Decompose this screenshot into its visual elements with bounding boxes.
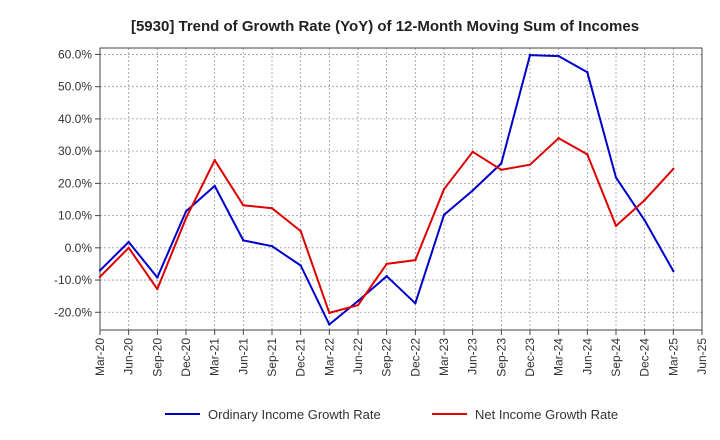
plot-frame bbox=[99, 47, 703, 331]
y-tick-label: 30.0% bbox=[58, 144, 92, 158]
x-tick-label: Jun-22 bbox=[351, 338, 365, 375]
data-point bbox=[242, 239, 245, 242]
x-tick-label: Sep-20 bbox=[150, 338, 164, 377]
y-tick-label: 10.0% bbox=[58, 209, 92, 223]
x-tick-label: Jun-20 bbox=[122, 338, 136, 375]
x-tick-label: Mar-22 bbox=[322, 338, 336, 376]
series-layer bbox=[98, 53, 675, 326]
x-tick-label: Dec-20 bbox=[179, 338, 193, 377]
data-point bbox=[184, 216, 188, 220]
y-tick-label: 20.0% bbox=[58, 176, 92, 190]
data-point bbox=[557, 54, 560, 58]
data-point bbox=[156, 287, 159, 291]
data-point bbox=[500, 162, 503, 165]
x-tick-label: Sep-23 bbox=[494, 338, 508, 377]
data-point bbox=[213, 158, 216, 162]
x-tick-label: Jun-21 bbox=[236, 338, 250, 375]
data-point bbox=[242, 204, 245, 207]
x-tick-label: Mar-25 bbox=[666, 338, 680, 376]
y-tick-label: 0.0% bbox=[65, 241, 93, 255]
data-point bbox=[442, 213, 446, 217]
data-point bbox=[414, 258, 417, 262]
grid-layer bbox=[99, 48, 703, 330]
data-point bbox=[385, 262, 388, 266]
y-tick-label: -10.0% bbox=[54, 273, 92, 287]
x-tick-label: Jun-24 bbox=[580, 338, 594, 375]
data-point bbox=[328, 311, 331, 315]
data-point bbox=[299, 264, 302, 267]
x-tick-label: Jun-25 bbox=[695, 338, 709, 375]
chart-title: [5930] Trend of Growth Rate (YoY) of 12-… bbox=[131, 18, 639, 35]
data-point bbox=[98, 275, 102, 279]
data-point bbox=[156, 276, 159, 279]
y-axis-ticks: 60.0% 50.0% 40.0% 30.0% 20.0% 10.0% 0.0% -10.0%… bbox=[54, 47, 100, 319]
data-point bbox=[528, 53, 532, 57]
data-point bbox=[385, 274, 388, 278]
data-point bbox=[213, 184, 216, 188]
x-tick-label: Dec-22 bbox=[408, 338, 422, 377]
data-point bbox=[614, 224, 618, 228]
data-point bbox=[127, 240, 130, 244]
data-point bbox=[614, 176, 618, 179]
x-tick-label: Dec-21 bbox=[294, 338, 308, 377]
data-point bbox=[270, 245, 274, 248]
y-tick-label: 40.0% bbox=[58, 112, 92, 126]
y-tick-label: -20.0% bbox=[54, 305, 92, 319]
data-point bbox=[557, 137, 560, 140]
x-tick-label: Sep-21 bbox=[265, 338, 279, 377]
legend: Ordinary Income Growth Rate Net Income Gr… bbox=[165, 407, 618, 422]
data-point bbox=[643, 198, 646, 202]
y-tick-label: 50.0% bbox=[58, 80, 92, 94]
x-tick-label: Mar-23 bbox=[437, 338, 451, 376]
data-point bbox=[414, 302, 417, 305]
x-tick-label: Mar-20 bbox=[93, 338, 107, 376]
x-tick-label: Dec-24 bbox=[638, 338, 652, 377]
x-tick-label: Dec-23 bbox=[523, 338, 537, 377]
data-point bbox=[127, 246, 130, 250]
data-point bbox=[299, 229, 302, 233]
data-point bbox=[643, 219, 646, 222]
data-point bbox=[184, 210, 188, 213]
data-point bbox=[586, 70, 589, 74]
data-point bbox=[471, 150, 474, 153]
x-tick-label: Sep-24 bbox=[609, 338, 623, 377]
data-point bbox=[586, 153, 589, 156]
data-point bbox=[356, 299, 360, 303]
data-point bbox=[471, 189, 474, 192]
data-point bbox=[672, 167, 675, 171]
data-point bbox=[442, 187, 446, 191]
data-point bbox=[672, 269, 675, 273]
data-point bbox=[328, 323, 331, 326]
y-tick-label: 60.0% bbox=[58, 47, 92, 61]
x-tick-label: Mar-21 bbox=[208, 338, 222, 376]
data-point bbox=[500, 168, 503, 172]
data-point bbox=[356, 303, 360, 307]
x-axis-ticks: Mar-20 Jun-20 Sep-20 Dec-20 Mar-21 Jun-21 Sep-… bbox=[93, 330, 709, 377]
x-tick-label: Jun-23 bbox=[466, 338, 480, 375]
x-tick-label: Mar-24 bbox=[552, 338, 566, 376]
x-tick-label: Sep-22 bbox=[380, 338, 394, 377]
data-point bbox=[270, 206, 274, 210]
legend-label-1: Net Income Growth Rate bbox=[475, 407, 618, 422]
data-point bbox=[528, 163, 532, 166]
data-point bbox=[98, 269, 102, 272]
legend-label-0: Ordinary Income Growth Rate bbox=[208, 407, 381, 422]
